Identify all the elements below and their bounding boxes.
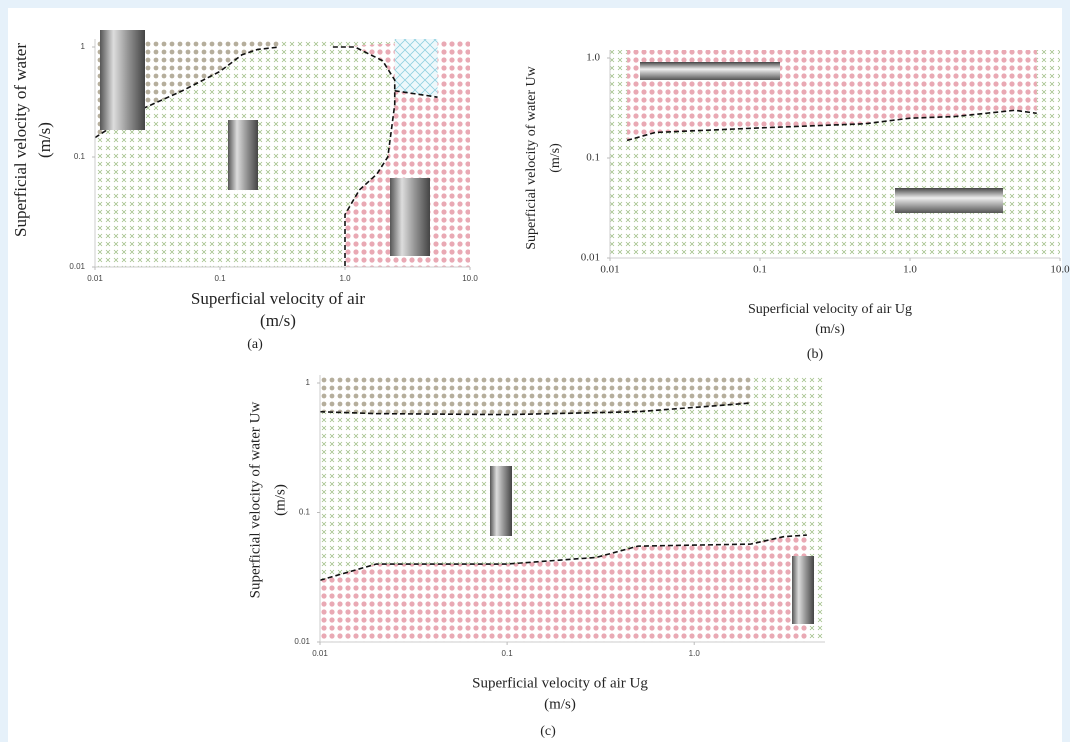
boundary-line xyxy=(394,89,438,98)
regime-area xyxy=(320,535,807,642)
x-tick-label: 1.0 xyxy=(903,264,917,276)
insets xyxy=(100,30,1003,624)
x-tick-label: 10.0 xyxy=(462,274,478,283)
caption: (b) xyxy=(807,347,824,362)
x-axis-label: (m/s) xyxy=(544,696,576,712)
y-tick-label: 1 xyxy=(81,42,86,51)
x-axis-label: Superficial velocity of air Ug xyxy=(748,302,912,317)
x-tick-label: 1.0 xyxy=(689,649,701,658)
regime-area xyxy=(320,375,751,415)
x-axis-label: (m/s) xyxy=(260,311,296,330)
boundary-line xyxy=(626,109,1037,142)
y-axis-label: Superficial velocity of water Uw xyxy=(247,402,263,599)
y-axis-label: Superficial velocity of water xyxy=(11,43,30,237)
plot-area xyxy=(320,375,825,642)
x-tick-label: 0.01 xyxy=(87,274,103,283)
y-tick-label: 0.01 xyxy=(294,637,310,646)
x-tick-label: 0.1 xyxy=(753,264,767,276)
boundary-line xyxy=(319,402,751,416)
y-tick-label: 0.1 xyxy=(74,152,86,161)
chart: 0.01 0.1 1.0 10.0 0.01 0.1 1.0 Superficial velo… xyxy=(524,50,1070,362)
y-axis-label: (m/s) xyxy=(272,484,288,516)
y-tick-label: 0.1 xyxy=(299,508,311,517)
y-tick-label: 0.01 xyxy=(581,252,600,264)
x-axis-label: Superficial velocity of air xyxy=(191,289,366,308)
y-axis-label: Superficial velocity of water Uw xyxy=(524,65,539,249)
caption: (c) xyxy=(540,724,556,739)
plot-area xyxy=(610,50,1060,258)
x-tick-label: 0.01 xyxy=(312,649,328,658)
chart: 0.01 0.1 1.0 0.01 0.1 1 Superficial velocity o… xyxy=(247,375,825,739)
x-tick-label: 0.01 xyxy=(600,264,619,276)
caption: (a) xyxy=(247,337,263,352)
x-tick-label: 0.1 xyxy=(214,274,226,283)
x-tick-label: 1.0 xyxy=(339,274,351,283)
boundary-line xyxy=(319,534,807,581)
x-axis-label: (m/s) xyxy=(815,322,845,337)
y-tick-label: 0.01 xyxy=(69,262,85,271)
y-tick-label: 1 xyxy=(306,378,311,387)
chart: 0.01 0.1 1.0 10.0 0.01 0.1 1 Superficial veloci… xyxy=(11,39,478,352)
boundary-line xyxy=(332,46,396,267)
x-tick-label: 0.1 xyxy=(502,649,514,658)
y-tick-label: 0.1 xyxy=(586,152,600,164)
regime-area xyxy=(394,39,438,98)
x-axis-label: Superficial velocity of air Ug xyxy=(472,675,648,691)
y-axis-label: (m/s) xyxy=(35,122,54,158)
x-tick-label: 10.0 xyxy=(1050,264,1070,276)
y-tick-label: 1.0 xyxy=(586,52,600,64)
plots: 0.01 0.1 1.0 10.0 0.01 0.1 1 Superficial veloci… xyxy=(11,39,1070,739)
y-axis-label: (m/s) xyxy=(548,143,563,173)
